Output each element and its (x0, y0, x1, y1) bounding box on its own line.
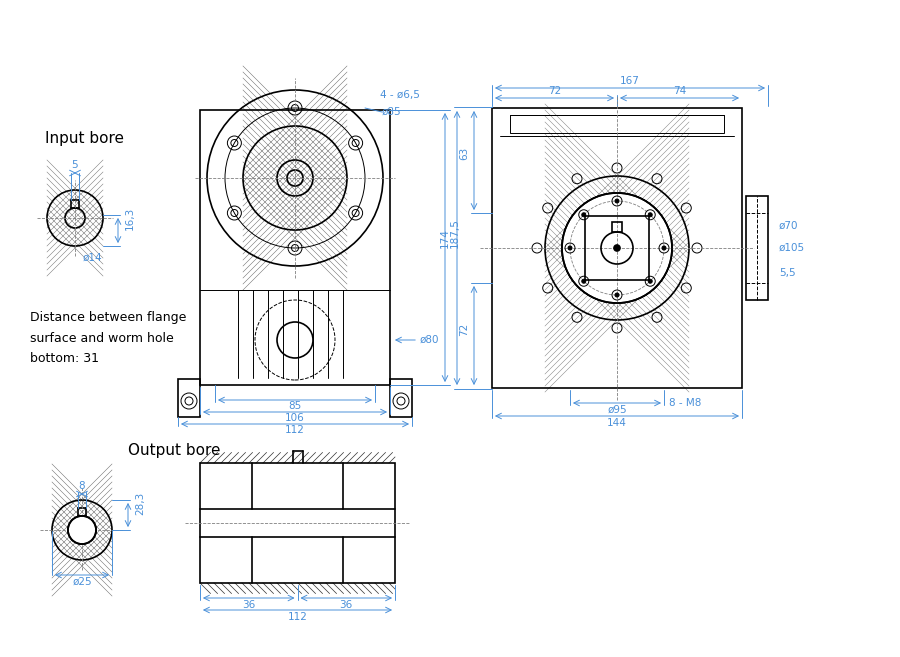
Circle shape (648, 279, 652, 283)
Text: 112: 112 (285, 425, 305, 435)
Bar (492, 108, 742, 388)
Text: 16,3: 16,3 (125, 207, 135, 231)
Bar (585, 216, 649, 280)
Circle shape (615, 293, 619, 297)
Circle shape (581, 279, 586, 283)
Text: 187,5: 187,5 (450, 217, 460, 248)
Text: 106: 106 (285, 413, 305, 423)
Text: 8: 8 (78, 481, 86, 491)
Text: ø85: ø85 (382, 107, 401, 117)
Text: 112: 112 (288, 612, 308, 622)
Text: ø25: ø25 (72, 577, 92, 587)
Text: Distance between flange: Distance between flange (30, 311, 186, 325)
Circle shape (615, 199, 619, 203)
Bar (510, 115, 724, 133)
Text: 36: 36 (242, 600, 256, 610)
Circle shape (68, 516, 96, 544)
Text: Output bore: Output bore (128, 443, 220, 457)
Text: 167: 167 (620, 76, 640, 86)
Text: ø105: ø105 (779, 243, 806, 253)
Text: ø70: ø70 (779, 221, 798, 231)
Text: surface and worm hole: surface and worm hole (30, 332, 174, 344)
Text: 5,5: 5,5 (779, 268, 796, 278)
Text: 4 - ø6,5: 4 - ø6,5 (380, 90, 420, 100)
Bar (746, 196, 768, 300)
Text: 144: 144 (608, 418, 627, 428)
Text: bottom: 31: bottom: 31 (30, 351, 99, 365)
Circle shape (568, 246, 572, 250)
Text: 63: 63 (459, 147, 469, 160)
Text: Input bore: Input bore (45, 131, 124, 145)
Text: 72: 72 (459, 322, 469, 336)
Bar (612, 222, 622, 232)
Text: ø14: ø14 (83, 253, 103, 263)
Text: 174: 174 (440, 228, 450, 248)
Bar (200, 110, 390, 385)
Text: 8 - M8: 8 - M8 (669, 398, 701, 408)
Circle shape (662, 246, 666, 250)
Text: 72: 72 (548, 86, 561, 96)
Bar (200, 463, 395, 583)
Text: 85: 85 (288, 401, 302, 411)
Text: 5: 5 (72, 160, 78, 170)
Text: 36: 36 (339, 600, 353, 610)
Circle shape (562, 193, 672, 303)
Text: ø80: ø80 (420, 335, 439, 345)
Text: ø95: ø95 (608, 405, 626, 415)
Text: 74: 74 (673, 86, 686, 96)
Circle shape (581, 213, 586, 217)
Bar (390, 379, 412, 417)
Text: 28,3: 28,3 (135, 491, 145, 515)
Circle shape (648, 213, 652, 217)
Circle shape (614, 245, 620, 251)
Bar (178, 379, 200, 417)
